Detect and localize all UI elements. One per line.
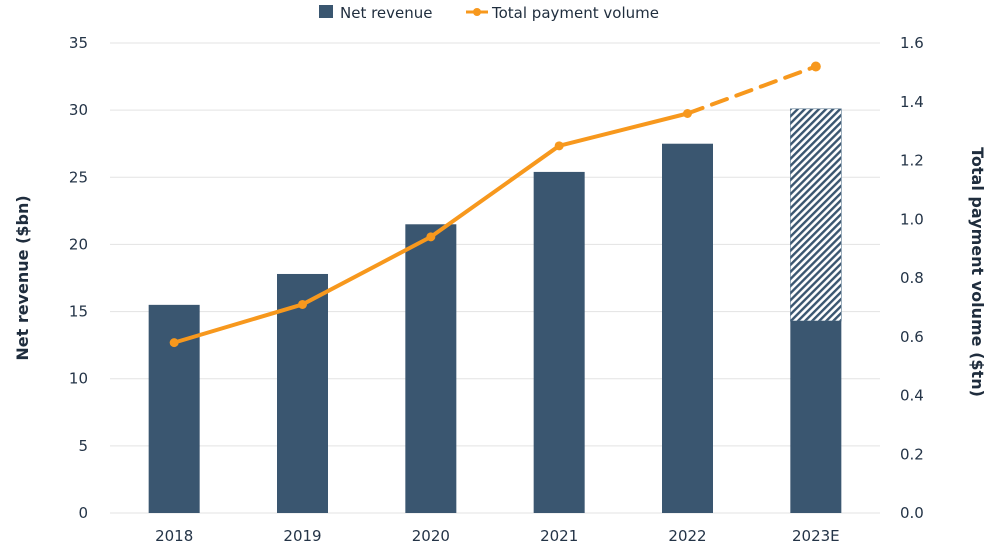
right-tick-label: 0.8 [900, 269, 924, 287]
right-tick-label: 1.0 [900, 210, 924, 228]
line-point [298, 299, 307, 309]
right-tick-label: 0.6 [900, 328, 924, 346]
left-tick-label: 35 [69, 34, 88, 52]
x-axis-ticks: 2018 2019 2020 2021 2022 2023E [155, 527, 840, 545]
x-tick-label: 2022 [668, 527, 706, 545]
right-tick-label: 0.2 [900, 445, 924, 463]
line-point [810, 61, 821, 72]
bar [277, 273, 328, 513]
bar [662, 143, 713, 513]
line-point [426, 232, 436, 242]
bar [405, 224, 457, 514]
bars [148, 108, 842, 514]
left-tick-label: 10 [69, 370, 88, 388]
bar [533, 171, 585, 513]
left-axis-title: Net revenue ($bn) [13, 195, 32, 360]
right-tick-label: 1.6 [900, 34, 924, 52]
line-point [683, 109, 692, 118]
left-axis-ticks: 0 5 10 15 20 25 30 35 [69, 34, 88, 522]
bar-estimated [790, 108, 842, 322]
left-tick-label: 25 [69, 168, 88, 186]
right-tick-label: 1.2 [900, 152, 924, 170]
left-tick-label: 30 [69, 101, 88, 119]
legend-label-net-revenue: Net revenue [340, 4, 433, 22]
x-tick-label: 2021 [540, 527, 578, 545]
x-tick-label: 2020 [412, 527, 450, 545]
legend-marker-net-revenue [319, 5, 333, 18]
left-tick-label: 5 [78, 437, 88, 455]
legend-label-total-payment-volume: Total payment volume [491, 4, 659, 22]
right-tick-label: 0.0 [900, 504, 924, 522]
legend-marker-tpv-dot [473, 8, 481, 16]
gridlines [110, 42, 880, 514]
left-tick-label: 20 [69, 235, 88, 253]
right-axis-ticks: 0.0 0.2 0.4 0.6 0.8 1.0 1.2 1.4 1.6 [900, 34, 924, 522]
right-axis-title: Total payment volume ($tn) [968, 147, 987, 397]
line-series [169, 61, 821, 348]
line-point [169, 338, 179, 348]
x-tick-label: 2023E [792, 527, 840, 545]
legend: Net revenue Total payment volume [319, 4, 659, 22]
right-tick-label: 0.4 [900, 387, 924, 405]
bar [790, 320, 842, 513]
x-tick-label: 2019 [283, 527, 321, 545]
left-tick-label: 0 [78, 504, 88, 522]
left-tick-label: 15 [69, 303, 88, 321]
right-tick-label: 1.4 [900, 93, 924, 111]
x-tick-label: 2018 [155, 527, 193, 545]
line-point [554, 141, 564, 151]
line-dashed [685, 64, 818, 116]
